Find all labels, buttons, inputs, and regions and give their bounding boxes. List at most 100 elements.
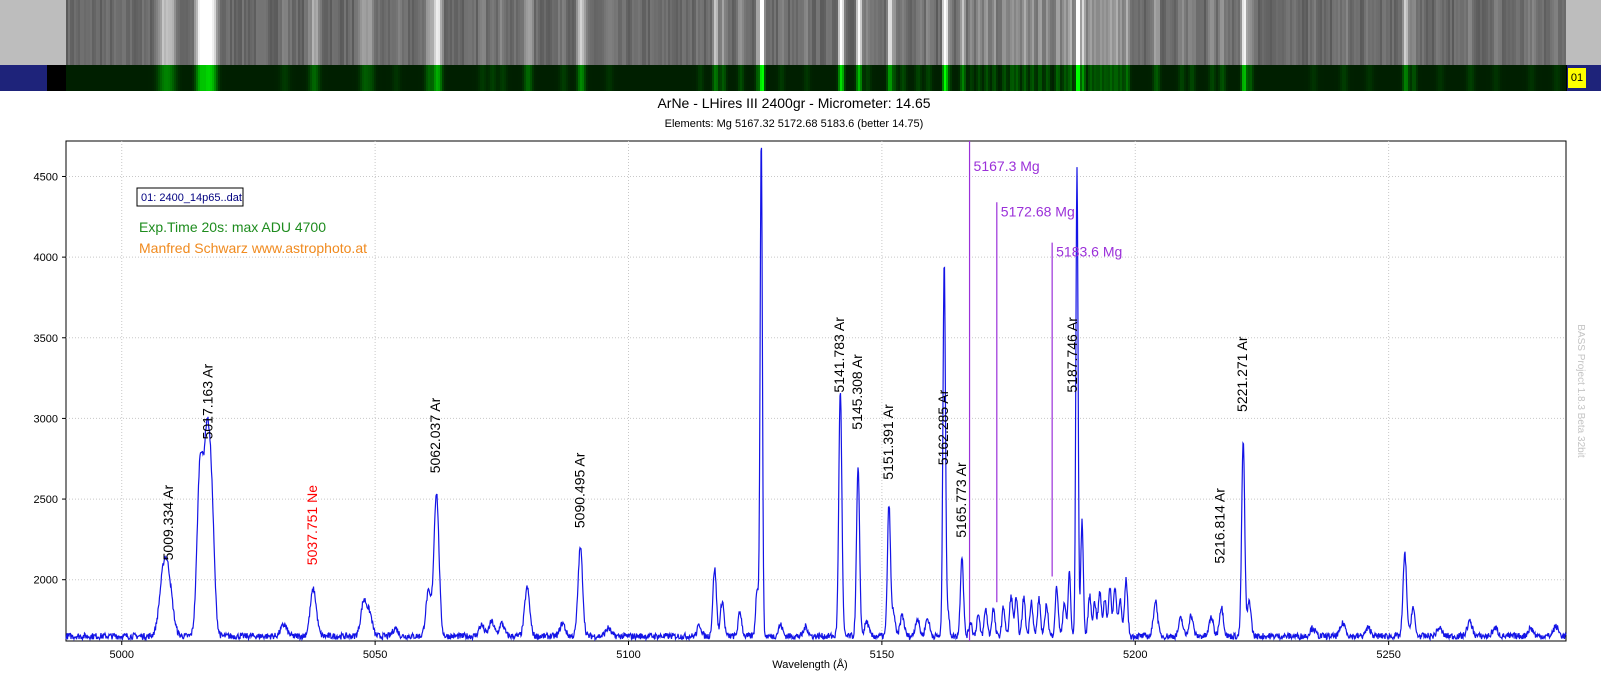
color-strip-line: [1160, 65, 1162, 91]
color-strip-line: [662, 65, 664, 91]
spectrum-line: [642, 0, 644, 65]
spectrum-line: [848, 0, 850, 65]
color-strip-line: [496, 65, 498, 91]
color-strip-line: [602, 65, 604, 91]
color-strip-line: [656, 65, 658, 91]
spectrum-line: [1202, 0, 1204, 65]
spectrum-line: [1498, 0, 1500, 65]
spectrum-line: [1194, 0, 1196, 65]
spectrum-line: [850, 0, 852, 65]
spectrum-line: [1372, 0, 1374, 65]
spectrum-line: [526, 0, 528, 65]
spectrum-line: [1384, 0, 1386, 65]
spectrum-line: [860, 0, 862, 65]
color-strip-line: [1466, 65, 1468, 91]
spectrum-line: [1110, 0, 1112, 65]
color-strip-line: [776, 65, 778, 91]
color-strip-line: [1226, 65, 1228, 91]
spectrum-line: [954, 0, 956, 65]
spectrum-line: [1474, 0, 1476, 65]
color-strip-line: [338, 65, 340, 91]
color-strip-line: [840, 65, 842, 91]
spectrum-line: [80, 0, 82, 65]
spectrum-line: [338, 0, 340, 65]
color-strip-line: [158, 65, 160, 91]
color-strip-line: [1244, 65, 1246, 91]
spectrum-line: [712, 0, 714, 65]
spectrum-line: [68, 0, 70, 65]
spectrum-line: [224, 0, 226, 65]
spectrum-line: [544, 0, 546, 65]
spectrum-line: [1190, 0, 1192, 65]
color-strip-line: [390, 65, 392, 91]
color-strip-line: [606, 65, 608, 91]
spectrum-line: [1232, 0, 1234, 65]
color-strip-line: [1126, 65, 1128, 91]
spectrum-stripe-area: [0, 0, 1601, 90]
color-strip-line: [584, 65, 586, 91]
spectrum-line: [372, 0, 374, 65]
spectrum-line: [1518, 0, 1520, 65]
color-strip-line: [1260, 65, 1262, 91]
spectrum-line: [822, 0, 824, 65]
spectrum-line: [1088, 0, 1090, 65]
spectrum-line: [626, 0, 628, 65]
color-strip-line: [202, 65, 204, 91]
color-strip-line: [1432, 65, 1434, 91]
spectrum-line: [412, 0, 414, 65]
color-strip-line: [1424, 65, 1426, 91]
spectrum-line: [538, 0, 540, 65]
color-strip-line: [1534, 65, 1536, 91]
color-strip-line: [220, 65, 222, 91]
line-id-label: 5141.783 Ar: [831, 317, 847, 393]
spectrum-line: [988, 0, 990, 65]
color-strip-line: [718, 65, 720, 91]
color-strip-line: [466, 65, 468, 91]
color-strip-line: [364, 65, 366, 91]
color-strip-line: [680, 65, 682, 91]
color-strip-line: [1490, 65, 1492, 91]
spectrum-line: [824, 0, 826, 65]
spectrum-line: [560, 0, 562, 65]
color-strip-line: [1366, 65, 1368, 91]
spectrum-line: [370, 0, 372, 65]
spectrum-line: [616, 0, 618, 65]
y-tick-label: 2000: [34, 575, 58, 587]
color-strip-line: [240, 65, 242, 91]
color-strip-line: [1296, 65, 1298, 91]
spectrum-line: [1458, 0, 1460, 65]
color-strip-line: [1430, 65, 1432, 91]
spectrum-line: [676, 0, 678, 65]
color-strip-line: [1148, 65, 1150, 91]
spectrum-line: [418, 0, 420, 65]
spectrum-line: [1074, 0, 1076, 65]
spectrum-line: [1374, 0, 1376, 65]
color-strip-line: [68, 65, 70, 91]
color-strip-line: [518, 65, 520, 91]
spectrum-line: [622, 0, 624, 65]
color-strip-line: [578, 65, 580, 91]
spectrum-line: [1450, 0, 1452, 65]
color-strip-line: [932, 65, 934, 91]
color-strip-line: [586, 65, 588, 91]
spectrum-line: [232, 0, 234, 65]
spectrum-line: [696, 0, 698, 65]
spectrum-line: [1300, 0, 1302, 65]
color-strip-line: [1482, 65, 1484, 91]
spectrum-line: [756, 0, 758, 65]
color-strip-line: [1120, 65, 1122, 91]
color-strip-line: [410, 65, 412, 91]
spectrum-line: [938, 0, 940, 65]
color-strip-line: [306, 65, 308, 91]
color-strip-line: [354, 65, 356, 91]
spectrum-line: [1344, 0, 1346, 65]
spectrum-color-band: 01 01: [0, 65, 1601, 91]
spectrum-line: [1306, 0, 1308, 65]
color-strip-line: [1000, 65, 1002, 91]
color-strip-line: [122, 65, 124, 91]
color-strip-line: [244, 65, 246, 91]
color-strip-line: [480, 65, 482, 91]
x-tick-label: 5250: [1376, 649, 1400, 661]
spectrum-line: [748, 0, 750, 65]
line-id-label: 5037.751 Ne: [304, 485, 320, 565]
